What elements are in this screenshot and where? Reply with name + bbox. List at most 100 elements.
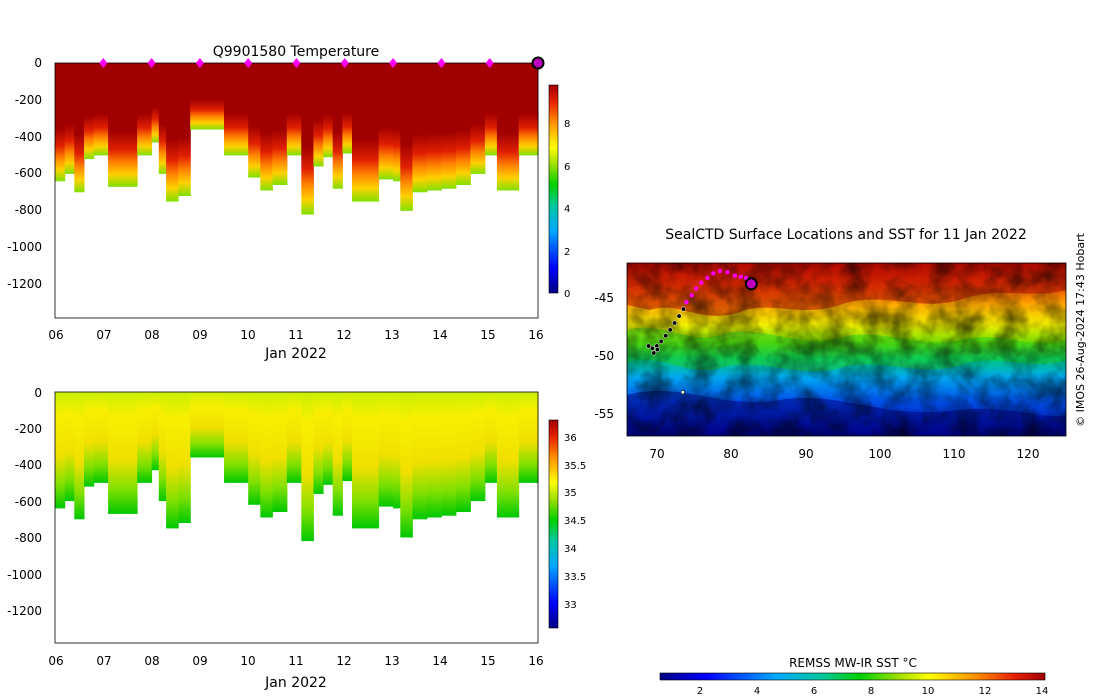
colorbar-tick: 2 <box>697 686 703 697</box>
surfacing-marker <box>389 58 398 68</box>
temperature-profile-column <box>441 63 457 189</box>
track-point-old <box>646 343 652 349</box>
y-tick: -1000 <box>7 240 42 254</box>
salinity-profile-column <box>509 392 520 518</box>
salinity-profile-column <box>84 392 95 487</box>
temperature-colorbar: 0 2 4 6 8 <box>548 84 570 300</box>
colorbar-gradient <box>548 84 559 294</box>
salinity-profiles <box>55 392 539 542</box>
salinity-profile-column <box>190 392 210 458</box>
track-point-recent <box>711 271 716 276</box>
map-x-axis: 70 80 90 100 110 120 <box>649 447 1039 461</box>
temperature-title: Q9901580 Temperature <box>213 44 380 60</box>
colorbar-tick: 10 <box>922 686 935 697</box>
colorbar-tick: 34 <box>564 544 577 555</box>
salinity-profile-column <box>455 392 471 512</box>
salinity-profile-column <box>158 392 167 502</box>
colorbar-tick: 12 <box>979 686 992 697</box>
track-point-old <box>672 320 678 326</box>
lat-tick: -55 <box>594 407 614 421</box>
x-tick: 12 <box>336 328 351 342</box>
temperature-profile-column <box>378 63 394 180</box>
isolated-point <box>680 390 685 395</box>
x-tick: 06 <box>48 328 63 342</box>
latest-surfacing-marker <box>531 56 545 70</box>
y-tick: -1200 <box>7 277 42 291</box>
temperature-profile-column <box>93 63 109 156</box>
temperature-profile-column <box>137 63 153 156</box>
salinity-profile-column <box>366 392 380 529</box>
temperature-profile-column <box>84 63 95 160</box>
salinity-profile-column <box>55 392 66 509</box>
eddy-texture <box>627 263 1066 436</box>
lon-tick: 90 <box>798 447 813 461</box>
salinity-y-axis: 0 -200 -400 -600 -800 -1000 -1200 <box>7 386 42 618</box>
salinity-profile-column <box>342 392 353 482</box>
credit-text: © IMOS 26-Aug-2024 17:43 Hobart <box>1074 232 1087 426</box>
temperature-profile-column <box>55 63 66 182</box>
temperature-profile-column <box>236 63 249 156</box>
lat-tick: -50 <box>594 349 614 363</box>
temperature-profile-column <box>272 63 288 185</box>
y-tick: -400 <box>15 458 42 472</box>
temperature-profile-column <box>158 63 167 174</box>
x-tick: 11 <box>288 328 303 342</box>
lon-tick: 100 <box>869 447 892 461</box>
colorbar-tick: 36 <box>564 433 577 444</box>
track-point-recent <box>738 274 743 279</box>
track-point-old <box>658 338 664 344</box>
lon-tick: 110 <box>943 447 966 461</box>
track-point-recent <box>684 300 689 305</box>
lat-tick: -45 <box>594 291 614 305</box>
temperature-profiles <box>55 63 539 215</box>
salinity-profile-column <box>332 392 343 516</box>
track-point-recent <box>694 286 699 291</box>
salinity-panel: 0 -200 -400 -600 -800 -1000 -1200 06 07 … <box>7 386 586 691</box>
temperature-x-axis: 06 07 08 09 10 11 12 13 14 15 16 Jan 202… <box>48 328 543 362</box>
colorbar-gradient <box>659 672 1046 681</box>
colorbar-tick: 0 <box>564 289 570 300</box>
lon-tick: 70 <box>649 447 664 461</box>
x-tick: 09 <box>192 654 207 668</box>
temperature-profile-column <box>166 63 179 202</box>
track-point-recent <box>705 275 710 281</box>
temperature-profile-column <box>455 63 471 185</box>
salinity-profile-column <box>137 392 153 483</box>
colorbar-tick: 8 <box>868 686 874 697</box>
temperature-profile-column <box>518 63 532 156</box>
colorbar-tick: 34.5 <box>564 516 586 527</box>
temperature-x-label: Jan 2022 <box>264 346 327 362</box>
track-point-old <box>681 306 686 312</box>
salinity-profile-column <box>352 392 367 529</box>
x-tick: 13 <box>384 654 399 668</box>
sst-colorbar: REMSS MW-IR SST °C 2 4 6 8 10 12 14 <box>659 656 1049 697</box>
salinity-profile-column <box>236 392 249 483</box>
salinity-profile-column <box>224 392 237 483</box>
colorbar-tick: 14 <box>1036 686 1049 697</box>
sst-field <box>627 263 1066 436</box>
temperature-profile-column <box>412 63 428 193</box>
colorbar-tick: 33 <box>564 600 577 611</box>
x-tick: 09 <box>192 328 207 342</box>
track-point-old <box>663 333 669 339</box>
y-tick: -400 <box>15 130 42 144</box>
temperature-panel: Q9901580 Temperature 0 -200 -400 -600 -8… <box>7 44 570 362</box>
temperature-profile-column <box>352 63 367 202</box>
salinity-axes-box <box>54 391 539 644</box>
x-tick: 06 <box>48 654 63 668</box>
x-tick: 08 <box>144 654 159 668</box>
colorbar-tick: 33.5 <box>564 572 586 583</box>
y-tick: -200 <box>15 422 42 436</box>
x-tick: 16 <box>528 654 543 668</box>
colorbar-gradient <box>548 419 559 629</box>
temperature-profile-column <box>393 63 401 182</box>
map-axes-box <box>626 262 1067 437</box>
temperature-profile-column <box>74 63 85 193</box>
x-tick: 07 <box>96 328 111 342</box>
temperature-profile-column <box>323 63 334 158</box>
temperature-profile-column <box>286 63 302 156</box>
track-point-old <box>676 313 682 319</box>
y-tick: -800 <box>15 531 42 545</box>
salinity-profile-column <box>122 392 138 514</box>
